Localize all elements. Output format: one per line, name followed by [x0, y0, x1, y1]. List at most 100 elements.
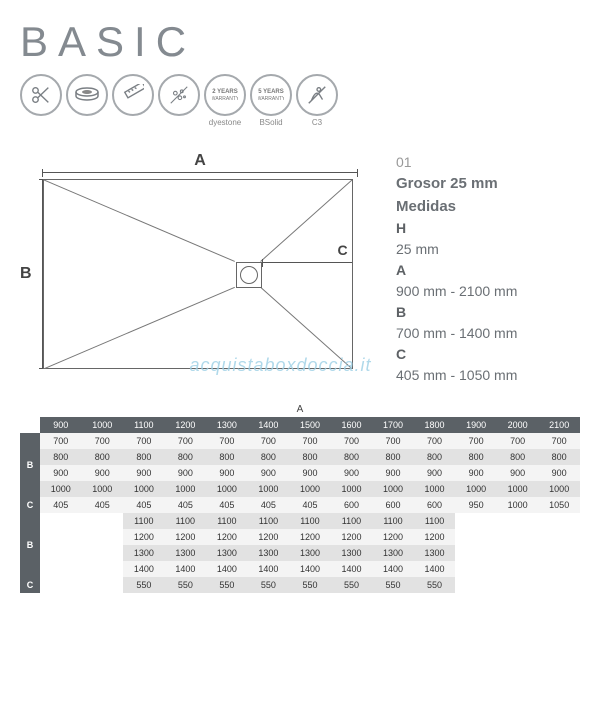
cell: 1700 [372, 417, 414, 433]
cell: 1050 [538, 497, 580, 513]
cell: 800 [289, 449, 331, 465]
cell: 1200 [206, 529, 248, 545]
dim-c-label: C [337, 242, 347, 258]
icon-warranty5-icon: 5 YEARSWARRANTYBSolid [250, 74, 292, 128]
cell: 550 [414, 577, 456, 593]
cell: 900 [455, 465, 497, 481]
cell: 1200 [165, 417, 207, 433]
warranty5-icon: 5 YEARSWARRANTY [250, 74, 292, 116]
cell [40, 577, 82, 593]
cell: 1400 [165, 561, 207, 577]
cell: 1600 [331, 417, 373, 433]
cell: 700 [123, 433, 165, 449]
cell: 900 [414, 465, 456, 481]
cell: 405 [248, 497, 290, 513]
spec-h-lab: H [396, 218, 517, 239]
cell: C [20, 497, 40, 513]
page-title: BASIC [20, 18, 580, 66]
cell: 700 [372, 433, 414, 449]
cell: 1000 [206, 481, 248, 497]
cell: 550 [331, 577, 373, 593]
cell: 1000 [497, 481, 539, 497]
cell [455, 513, 497, 529]
cell: 1200 [414, 529, 456, 545]
cell: 700 [455, 433, 497, 449]
cell [538, 561, 580, 577]
size-table: A 90010001100120013001400150016001700180… [20, 404, 580, 593]
cell: 800 [455, 449, 497, 465]
cell: 550 [206, 577, 248, 593]
cell: 900 [165, 465, 207, 481]
cell: 1200 [331, 529, 373, 545]
cell: 900 [331, 465, 373, 481]
cell: 1000 [165, 481, 207, 497]
cell: 1300 [289, 545, 331, 561]
spec-medidas: Medidas [396, 196, 517, 219]
cell [538, 513, 580, 529]
cell: B [20, 513, 40, 577]
spec-grosor: Grosor 25 mm [396, 173, 517, 196]
icon-drain-icon [66, 74, 108, 128]
cell: 700 [165, 433, 207, 449]
cell: 800 [165, 449, 207, 465]
cell [497, 513, 539, 529]
cell: 600 [414, 497, 456, 513]
cell: 1000 [372, 481, 414, 497]
cell [455, 545, 497, 561]
cell: 1400 [206, 561, 248, 577]
icon-antislip-icon: C3 [296, 74, 338, 128]
cell [497, 529, 539, 545]
cell: 600 [372, 497, 414, 513]
cell: 700 [331, 433, 373, 449]
cell [40, 545, 82, 561]
shower-rect: C acquistaboxdoccia.it [43, 179, 353, 369]
cell: 1200 [165, 529, 207, 545]
cell: 800 [414, 449, 456, 465]
cell: 1900 [455, 417, 497, 433]
cell: 1200 [248, 529, 290, 545]
warranty2-icon: 2 YEARSWARRANTY [204, 74, 246, 116]
cell: 800 [248, 449, 290, 465]
cell: B [20, 433, 40, 497]
cell: 700 [414, 433, 456, 449]
cell: 2000 [497, 417, 539, 433]
cell: 1000 [248, 481, 290, 497]
cell [455, 577, 497, 593]
cell: 1000 [455, 481, 497, 497]
icon-cut-icon [20, 74, 62, 128]
cell: 700 [206, 433, 248, 449]
cell: 800 [40, 449, 82, 465]
cell: 700 [289, 433, 331, 449]
cut-icon [20, 74, 62, 116]
cell: 1500 [289, 417, 331, 433]
cell: 1400 [248, 561, 290, 577]
cell: 1400 [123, 561, 165, 577]
drain-icon [66, 74, 108, 116]
cell: 1300 [331, 545, 373, 561]
cell: 800 [82, 449, 124, 465]
cell: 900 [40, 417, 82, 433]
cell: 800 [206, 449, 248, 465]
cell [40, 529, 82, 545]
cell: 1300 [372, 545, 414, 561]
svg-text:2 YEARS: 2 YEARS [212, 89, 238, 95]
cell: 1400 [331, 561, 373, 577]
cell: 1000 [82, 481, 124, 497]
cell: 1400 [248, 417, 290, 433]
cell: 700 [497, 433, 539, 449]
cell: 1200 [123, 529, 165, 545]
spec-a-lab: A [396, 260, 517, 281]
cell: 800 [372, 449, 414, 465]
cell: 1100 [372, 513, 414, 529]
cell: 900 [206, 465, 248, 481]
antibac-icon [158, 74, 200, 116]
cell [82, 529, 124, 545]
cell [455, 529, 497, 545]
cell: 800 [497, 449, 539, 465]
cell: 1100 [331, 513, 373, 529]
svg-text:WARRANTY: WARRANTY [212, 96, 238, 102]
cell: 1400 [372, 561, 414, 577]
cell: 1400 [414, 561, 456, 577]
cell [538, 545, 580, 561]
cell: 1100 [165, 513, 207, 529]
